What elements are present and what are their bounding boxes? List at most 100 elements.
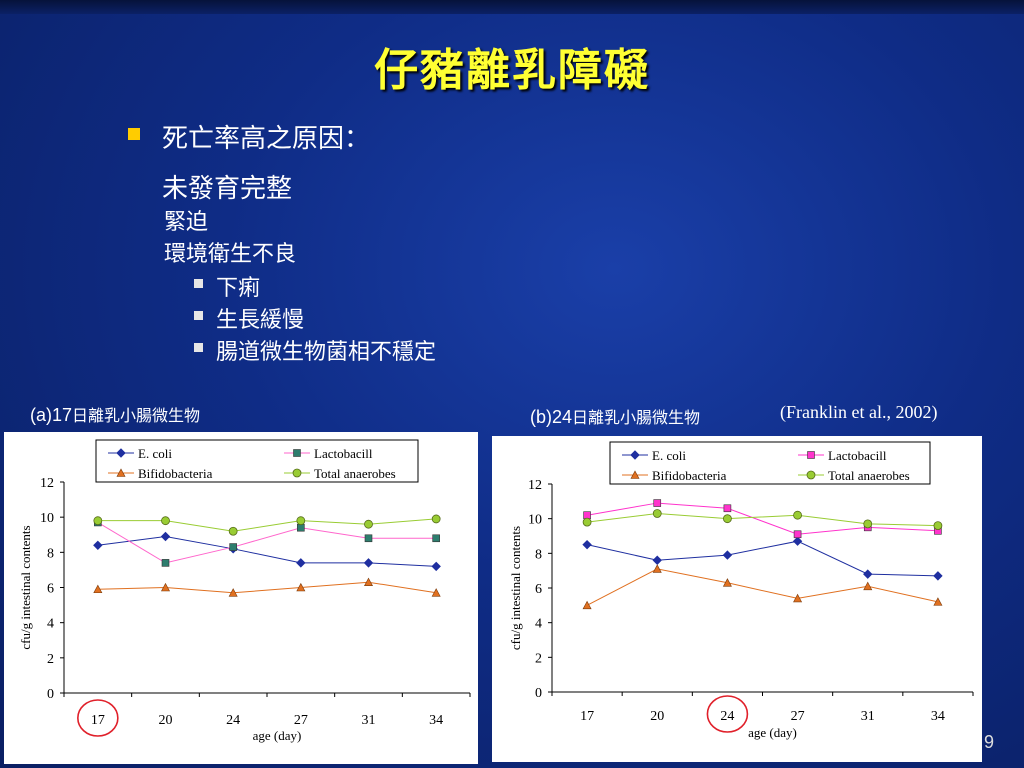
data-point bbox=[723, 514, 732, 524]
data-point bbox=[863, 581, 873, 591]
legend-label: Lactobacill bbox=[314, 446, 373, 461]
highlight-circle bbox=[77, 699, 119, 737]
y-axis-title: cfu/g intestinal contents bbox=[18, 525, 33, 649]
y-tick-label: 2 bbox=[535, 651, 542, 666]
cause-item: 環境衛生不良 bbox=[164, 242, 297, 267]
y-tick-label: 10 bbox=[40, 511, 54, 526]
data-point bbox=[228, 526, 238, 536]
y-tick-label: 0 bbox=[535, 686, 542, 701]
data-point bbox=[652, 555, 662, 565]
caption-a-text: 日離乳小腸微生物 bbox=[72, 406, 201, 425]
caption-a-prefix: (a)17 bbox=[30, 405, 73, 425]
data-point bbox=[296, 516, 306, 526]
data-point bbox=[228, 588, 238, 597]
y-tick-label: 10 bbox=[528, 513, 542, 528]
sub-bullet-text: 生長緩慢 bbox=[216, 308, 305, 333]
chart-a: 0 2 4 6 8 10 12 17 20 24 27 31 34 age (day) cfu/g inte… bbox=[4, 432, 478, 764]
data-point bbox=[431, 514, 441, 524]
series-line bbox=[587, 512, 938, 527]
top-bar bbox=[0, 0, 1024, 14]
y-tick-label: 4 bbox=[535, 617, 542, 632]
caption-b-prefix: (b)24 bbox=[530, 407, 573, 427]
legend-label: Bifidobacteria bbox=[652, 468, 727, 483]
data-point bbox=[296, 582, 306, 592]
series-line bbox=[586, 540, 938, 577]
y-tick-label: 4 bbox=[47, 617, 54, 632]
sub-bullet-text: 下痢 bbox=[216, 276, 261, 301]
slide-title: 仔豬離乳障礙 bbox=[374, 45, 650, 96]
y-tick-label: 2 bbox=[47, 652, 54, 667]
data-point bbox=[160, 531, 171, 542]
y-tick-label: 8 bbox=[47, 546, 54, 561]
legend-marker bbox=[630, 450, 640, 460]
data-point bbox=[364, 519, 373, 529]
y-tick-label: 6 bbox=[47, 582, 54, 597]
citation: (Franklin et al., 2002) bbox=[780, 402, 938, 422]
series-line bbox=[97, 581, 437, 594]
x-axis-title: age (day) bbox=[253, 728, 302, 743]
y-tick-label: 12 bbox=[40, 476, 54, 491]
y-tick-label: 12 bbox=[528, 478, 542, 493]
caption-a: (a)17日離乳小腸微生物 bbox=[30, 402, 200, 426]
x-tick-label: 20 bbox=[159, 713, 173, 728]
legend-label: Total anaerobes bbox=[828, 468, 910, 483]
series-line bbox=[97, 522, 437, 564]
series-line bbox=[586, 502, 938, 535]
highlight-circle bbox=[706, 695, 749, 733]
y-axis-title: cfu/g intestinal contents bbox=[508, 526, 523, 650]
data-point bbox=[582, 600, 592, 610]
legend-label: Lactobacill bbox=[828, 448, 887, 463]
x-tick-label: 27 bbox=[294, 713, 308, 728]
caption-b: (b)24日離乳小腸微生物 bbox=[530, 404, 700, 428]
legend-marker bbox=[806, 470, 816, 480]
bullet-square-icon bbox=[194, 279, 203, 288]
bullet-square-icon bbox=[194, 343, 203, 352]
y-tick-label: 8 bbox=[535, 547, 542, 562]
legend-label: Bifidobacteria bbox=[138, 466, 213, 481]
x-tick-label: 27 bbox=[791, 709, 805, 724]
x-axis-title: age (day) bbox=[748, 725, 797, 740]
x-tick-label: 24 bbox=[226, 713, 240, 728]
data-point bbox=[432, 534, 440, 543]
data-point bbox=[161, 582, 170, 592]
x-tick-label: 34 bbox=[931, 709, 945, 724]
x-tick-label: 17 bbox=[91, 713, 105, 728]
data-point bbox=[297, 523, 305, 532]
data-point bbox=[863, 569, 873, 579]
legend-marker bbox=[807, 451, 815, 459]
legend-marker bbox=[293, 449, 301, 457]
cause-item: 緊迫 bbox=[164, 210, 209, 235]
data-point bbox=[793, 510, 802, 520]
data-point bbox=[652, 509, 662, 518]
legend-label: E. coli bbox=[138, 446, 172, 461]
data-point bbox=[933, 521, 943, 530]
data-point bbox=[583, 511, 591, 519]
data-point bbox=[364, 577, 373, 587]
data-point bbox=[793, 593, 803, 603]
legend-box bbox=[609, 441, 931, 485]
series-line bbox=[97, 536, 437, 567]
legend-label: E. coli bbox=[652, 448, 686, 463]
cause-item: 未發育完整 bbox=[162, 174, 293, 204]
data-point bbox=[863, 519, 873, 529]
x-tick-label: 31 bbox=[362, 713, 376, 728]
legend-marker bbox=[116, 468, 126, 477]
series-line bbox=[97, 518, 437, 532]
data-point bbox=[653, 499, 662, 507]
legend-label: Total anaerobes bbox=[314, 466, 396, 481]
legend-marker bbox=[292, 468, 302, 478]
x-tick-label: 17 bbox=[580, 709, 594, 724]
data-point bbox=[431, 561, 441, 572]
data-point bbox=[933, 571, 943, 581]
data-point bbox=[93, 540, 103, 551]
bullet-square-icon bbox=[194, 311, 203, 320]
data-point bbox=[363, 558, 374, 568]
data-point bbox=[582, 539, 592, 550]
legend-box bbox=[95, 439, 419, 483]
data-point bbox=[93, 516, 103, 526]
legend-marker bbox=[630, 470, 640, 479]
y-tick-label: 6 bbox=[535, 582, 542, 597]
caption-b-text: 日離乳小腸微生物 bbox=[572, 408, 701, 427]
data-point bbox=[296, 558, 306, 568]
